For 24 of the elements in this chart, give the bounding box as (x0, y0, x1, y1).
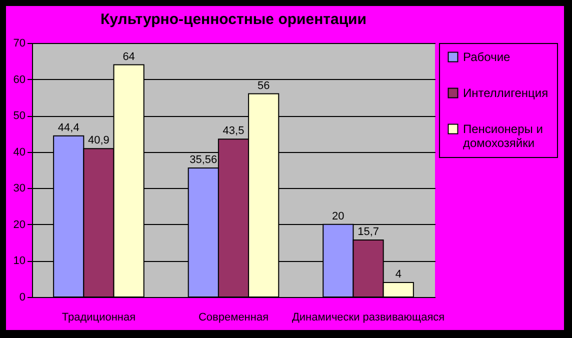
x-tick-label: Традиционная (62, 312, 136, 324)
data-label: 15,7 (358, 226, 379, 238)
y-tick-label: 20 (13, 218, 26, 231)
legend-label: Пенсионеры и домохозяйки (463, 122, 543, 150)
y-tick-label: 30 (13, 182, 26, 195)
data-label: 64 (122, 50, 135, 63)
legend-label: Интеллигенция (463, 86, 548, 100)
y-tick-label: 60 (13, 74, 26, 86)
data-label: 20 (332, 210, 344, 222)
y-tick-label: 0 (19, 292, 26, 304)
y-tick-label: 70 (13, 38, 26, 50)
data-label: 43,5 (222, 125, 244, 138)
chart-title: Культурно-ценностные ориентации (100, 11, 366, 28)
data-label: 44,4 (58, 122, 80, 134)
data-label: 56 (257, 80, 270, 92)
data-label: 40,9 (88, 134, 110, 147)
x-tick-label: Динамически развивающаяся (292, 312, 445, 324)
legend-label: Рабочие (463, 50, 511, 64)
y-tick-label: 50 (13, 110, 26, 122)
y-tick-label: 40 (13, 146, 26, 158)
data-label: 35,56 (190, 154, 218, 166)
y-tick-label: 10 (13, 255, 26, 268)
x-tick-label: Современная (198, 312, 269, 324)
data-label: 4 (395, 268, 402, 280)
